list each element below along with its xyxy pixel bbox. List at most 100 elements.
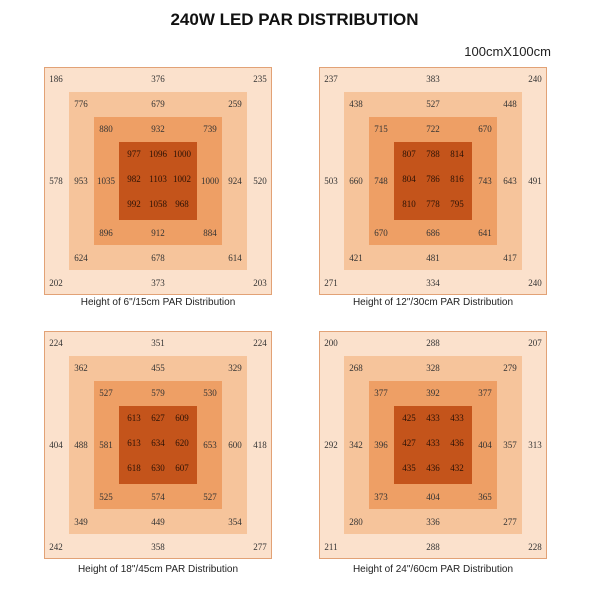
center-value: 968	[175, 199, 189, 209]
center-value: 1002	[173, 174, 191, 184]
ring2-value-tr: 739	[203, 124, 217, 134]
center-value: 433	[426, 438, 440, 448]
outer-value-r: 313	[528, 440, 542, 450]
center-value: 618	[127, 463, 141, 473]
ring2-value-r: 404	[478, 440, 492, 450]
center-value: 436	[450, 438, 464, 448]
ring1-value-t: 527	[426, 99, 440, 109]
outer-value-tl: 186	[49, 74, 63, 84]
ring2-value-tr: 670	[478, 124, 492, 134]
ring1-value-br: 354	[228, 517, 242, 527]
ring1-value-l: 488	[74, 440, 88, 450]
ring2-value-tl: 880	[99, 124, 113, 134]
ring1-value-t: 679	[151, 99, 165, 109]
center-value: 432	[450, 463, 464, 473]
ring1-value-l: 953	[74, 176, 88, 186]
ring1-value-br: 277	[503, 517, 517, 527]
ring1-value-l: 342	[349, 440, 363, 450]
ring2-value-b: 912	[151, 228, 165, 238]
outer-value-t: 383	[426, 74, 440, 84]
center-value: 816	[450, 174, 464, 184]
center-value: 435	[402, 463, 416, 473]
panel-caption: Height of 6"/15cm PAR Distribution	[80, 297, 236, 308]
center-value: 609	[175, 413, 189, 423]
outer-value-r: 520	[253, 176, 267, 186]
ring1-value-bl: 624	[74, 253, 88, 263]
ring2-value-l: 581	[99, 440, 113, 450]
outer-value-l: 503	[324, 176, 338, 186]
outer-value-tr: 207	[528, 338, 542, 348]
center-value: 807	[402, 149, 416, 159]
outer-value-br: 240	[528, 278, 542, 288]
center-value: 433	[450, 413, 464, 423]
ring2-value-r: 1000	[201, 176, 219, 186]
center-value: 607	[175, 463, 189, 473]
ring2-value-br: 641	[478, 228, 492, 238]
ring1-value-r: 357	[503, 440, 517, 450]
outer-value-tl: 237	[324, 74, 338, 84]
center-value: 804	[402, 174, 416, 184]
ring1-value-b: 336	[426, 517, 440, 527]
ring2-value-l: 396	[374, 440, 388, 450]
center-value: 1000	[173, 149, 191, 159]
center-value: 436	[426, 463, 440, 473]
ring1-value-tl: 362	[74, 363, 88, 373]
outer-value-bl: 242	[49, 542, 63, 552]
center-zone	[394, 142, 472, 220]
panel-caption: Height of 18"/45cm PAR Distribution	[77, 564, 239, 575]
par-panel: 224 351 224 404 418 242 358 277 362 455 329 488 600 3…	[44, 331, 272, 559]
ring2-value-t: 932	[151, 124, 165, 134]
ring1-value-r: 924	[228, 176, 242, 186]
ring2-value-b: 574	[151, 492, 165, 502]
ring2-value-l: 1035	[97, 176, 115, 186]
ring1-value-tr: 448	[503, 99, 517, 109]
ring1-value-b: 678	[151, 253, 165, 263]
panel-caption: Height of 24"/60cm PAR Distribution	[352, 564, 514, 575]
ring2-value-br: 884	[203, 228, 217, 238]
center-value: 778	[426, 199, 440, 209]
ring1-value-tl: 268	[349, 363, 363, 373]
ring2-value-bl: 896	[99, 228, 113, 238]
outer-value-tr: 224	[253, 338, 267, 348]
center-value: 788	[426, 149, 440, 159]
outer-value-b: 334	[426, 278, 440, 288]
outer-value-br: 228	[528, 542, 542, 552]
ring2-value-t: 579	[151, 388, 165, 398]
ring1-value-tr: 259	[228, 99, 242, 109]
ring1-value-l: 660	[349, 176, 363, 186]
center-value: 613	[127, 413, 141, 423]
outer-value-t: 288	[426, 338, 440, 348]
ring2-value-br: 365	[478, 492, 492, 502]
outer-value-tl: 200	[324, 338, 338, 348]
ring2-value-b: 686	[426, 228, 440, 238]
outer-value-l: 404	[49, 440, 63, 450]
outer-value-b: 373	[151, 278, 165, 288]
center-value: 1096	[149, 149, 167, 159]
par-panel: 200 288 207 292 313 211 288 228 268 328 279 342 357 2…	[319, 331, 547, 559]
outer-value-l: 578	[49, 176, 63, 186]
center-zone	[394, 406, 472, 484]
ring1-value-r: 643	[503, 176, 517, 186]
center-value: 786	[426, 174, 440, 184]
ring2-value-tr: 377	[478, 388, 492, 398]
ring1-value-t: 455	[151, 363, 165, 373]
ring2-value-bl: 670	[374, 228, 388, 238]
par-panel: 237 383 240 503 491 271 334 240 438 527 448 660 643 4…	[319, 67, 547, 295]
outer-value-t: 376	[151, 74, 165, 84]
center-value: 992	[127, 199, 141, 209]
center-value: 627	[151, 413, 165, 423]
center-zone	[119, 406, 197, 484]
ring2-value-b: 404	[426, 492, 440, 502]
diagram-title: 240W LED PAR DISTRIBUTION	[170, 10, 419, 29]
outer-value-t: 351	[151, 338, 165, 348]
ring2-value-r: 653	[203, 440, 217, 450]
ring1-value-r: 600	[228, 440, 242, 450]
ring2-value-t: 722	[426, 124, 440, 134]
center-value: 1058	[149, 199, 167, 209]
ring1-value-t: 328	[426, 363, 440, 373]
ring1-value-b: 481	[426, 253, 440, 263]
area-size-label: 100cmX100cm	[464, 44, 551, 59]
center-value: 433	[426, 413, 440, 423]
ring2-value-bl: 525	[99, 492, 113, 502]
outer-value-tl: 224	[49, 338, 63, 348]
